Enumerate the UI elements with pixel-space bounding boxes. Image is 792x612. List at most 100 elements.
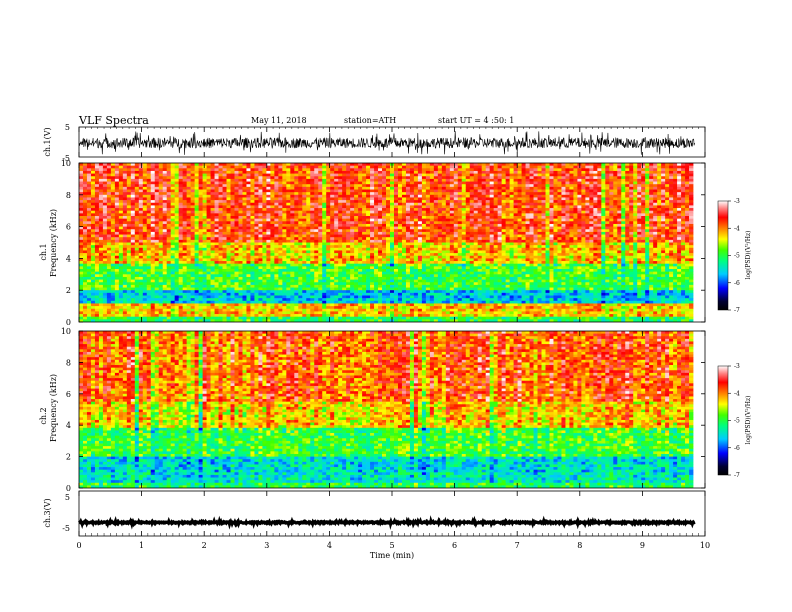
spectrogram-cell (98, 314, 104, 318)
spectrogram-cell (334, 269, 339, 272)
spectrogram-cell (142, 266, 148, 270)
spectrogram-cell (290, 242, 295, 246)
spectrogram-cell (330, 226, 335, 230)
spectrogram-cell (246, 255, 251, 259)
spectrogram-cell (250, 295, 255, 299)
spectrogram-cell (150, 173, 156, 177)
spectrogram-cell (310, 261, 315, 265)
spectrogram-cell (146, 266, 152, 270)
spectrogram-cell (405, 319, 411, 322)
spectrogram-cell (354, 226, 359, 230)
spectrogram-cell (401, 261, 407, 265)
spectrogram-cell (314, 202, 319, 206)
spectrogram-cell (405, 300, 411, 304)
spectrogram-cell (130, 173, 136, 177)
spectrogram-cell (254, 165, 259, 169)
spectrogram-cell (182, 295, 188, 299)
spectrogram-cell (298, 192, 303, 196)
spectrogram-cell (238, 308, 243, 312)
spectrogram-cell (278, 184, 283, 188)
spectrogram-cell (266, 303, 271, 307)
spectrogram-cell (234, 245, 239, 249)
spectrogram-cell (358, 311, 363, 315)
spectrogram-cell (186, 292, 191, 296)
spectrogram-cell (286, 208, 291, 212)
spectrogram-cell (374, 189, 379, 193)
spectrogram-cell (322, 258, 327, 262)
spectrogram-cell (362, 242, 367, 246)
spectrogram-cell (102, 234, 108, 238)
spectrogram-cell (258, 205, 263, 209)
spectrogram-cell (138, 234, 144, 238)
spectrogram-cell (342, 213, 347, 217)
spectrogram-cell (98, 255, 104, 259)
spectrogram-cell (254, 231, 259, 235)
spectrogram-cell (102, 208, 108, 212)
spectrogram-cell (190, 255, 195, 259)
spectrogram-cell (142, 308, 148, 312)
spectrogram-cell (222, 284, 227, 288)
spectrogram-cell (118, 239, 124, 243)
spectrogram-cell (314, 216, 319, 219)
spectrogram-cell (322, 163, 327, 166)
spectrogram-cell (118, 234, 124, 238)
spectrogram-cell (266, 274, 271, 278)
spectrogram-cell (378, 292, 383, 296)
spectrogram-cell (90, 250, 96, 254)
spectrogram-cell (230, 274, 235, 278)
spectrogram-cell (258, 308, 263, 312)
spectrogram-cell (318, 239, 323, 243)
spectrogram-cell (138, 221, 144, 225)
spectrogram-cell (190, 292, 195, 296)
spectrogram-cell (378, 287, 383, 291)
spectrogram-cell (362, 245, 367, 249)
spectrogram-cell (142, 168, 148, 172)
spectrogram-cell (162, 274, 168, 278)
spectrogram-cell (338, 303, 343, 307)
spectrogram-cell (218, 165, 223, 169)
spectrogram-cell (350, 266, 355, 270)
spectrogram-cell (222, 181, 227, 185)
spectrogram-cell (270, 231, 275, 235)
spectrogram-cell (150, 168, 156, 172)
spectrogram-cell (314, 239, 319, 243)
spectrogram-cell (294, 263, 299, 267)
spectrogram-cell (350, 163, 355, 166)
spectrogram-cell (234, 221, 239, 225)
spectrogram-cell (397, 250, 403, 254)
spectrogram-cell (82, 231, 88, 235)
spectrogram-cell (150, 319, 156, 322)
spectrogram-cell (397, 168, 403, 172)
spectrogram-cell (202, 316, 207, 320)
spectrogram-cell (290, 213, 295, 217)
spectrogram-cell (82, 319, 88, 322)
spectrogram-cell (198, 308, 203, 312)
spectrogram-cell (397, 282, 403, 286)
spectrogram-cell (90, 231, 96, 235)
spectrogram-cell (214, 221, 219, 225)
spectrogram-cell (190, 181, 195, 185)
spectrogram-cell (378, 200, 383, 204)
spectrogram-cell (302, 303, 307, 307)
spectrogram-cell (262, 298, 267, 302)
spectrogram-cell (198, 216, 203, 219)
spectrogram-cell (114, 306, 120, 310)
spectrogram-cell (214, 306, 219, 310)
spectrogram-cell (198, 173, 203, 177)
spectrogram-cell (130, 165, 136, 169)
spectrogram-cell (214, 216, 219, 219)
spectrogram-cell (334, 168, 339, 172)
spectrogram-cell (194, 202, 199, 206)
spectrogram-cell (266, 319, 271, 322)
spectrogram-cell (326, 216, 331, 219)
spectrogram-cell (206, 253, 211, 257)
spectrogram-cell (298, 202, 303, 206)
spectrogram-cell (114, 229, 120, 233)
spectrogram-cell (174, 197, 180, 201)
spectrogram-cell (158, 242, 164, 246)
spectrogram-cell (282, 274, 287, 278)
spectrogram-cell (118, 311, 124, 315)
spectrogram-cell (86, 192, 92, 196)
spectrogram-cell (326, 311, 331, 315)
spectrogram-cell (206, 216, 211, 219)
